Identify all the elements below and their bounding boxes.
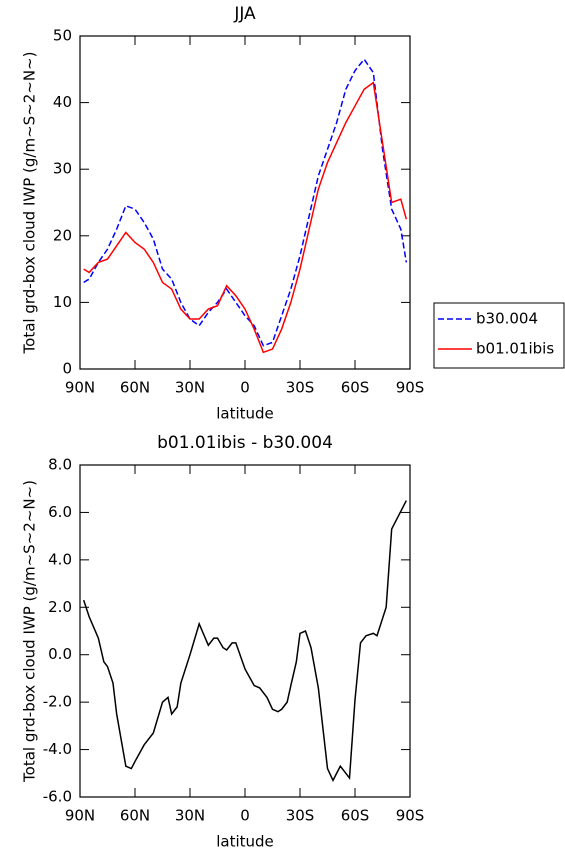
legend-label: b01.01ibis: [476, 340, 554, 358]
x-tick-label: 60S: [341, 807, 370, 825]
x-tick-label: 90N: [65, 379, 95, 397]
x-tick-label: 60S: [341, 379, 370, 397]
y-tick-label: 20: [53, 226, 72, 244]
x-tick-label: 0: [240, 807, 250, 825]
x-tick-label: 60N: [120, 379, 150, 397]
y-axis-label: Total grd-box cloud IWP (g/m~S~2~N~): [21, 52, 39, 355]
x-tick-label: 30S: [286, 379, 315, 397]
x-tick-label: 0: [240, 379, 250, 397]
y-tick-label: 0.0: [48, 645, 72, 663]
series-line: [82, 500, 408, 783]
y-tick-label: 6.0: [48, 503, 72, 521]
x-axis-label: latitude: [216, 405, 274, 423]
y-tick-label: 50: [53, 27, 72, 45]
y-tick-label: 8.0: [48, 456, 72, 474]
legend-box: [433, 302, 565, 369]
y-tick-label: -2.0: [43, 693, 72, 711]
series-line: [83, 58, 408, 347]
x-tick-label: 90S: [396, 379, 425, 397]
y-tick-label: 40: [53, 93, 72, 111]
y-tick-label: 0: [62, 360, 72, 378]
y-tick-label: 10: [53, 293, 72, 311]
y-tick-label: -4.0: [43, 740, 72, 758]
y-tick-label: 4.0: [48, 550, 72, 568]
y-axis-label: Total grd-box cloud IWP (g/m~S~2~N~): [21, 480, 39, 783]
x-tick-label: 60N: [120, 807, 150, 825]
x-axis-label: latitude: [216, 833, 274, 851]
plot-frame: [79, 35, 411, 370]
y-tick-label: -6.0: [43, 788, 72, 806]
plot-frame: [79, 464, 411, 798]
x-tick-label: 30N: [175, 807, 205, 825]
chart-title: JJA: [233, 4, 256, 24]
series-line: [83, 81, 408, 354]
x-tick-label: 30N: [175, 379, 205, 397]
x-tick-label: 90N: [65, 807, 95, 825]
x-tick-label: 30S: [286, 807, 315, 825]
x-tick-label: 90S: [396, 807, 425, 825]
y-tick-label: 30: [53, 160, 72, 178]
y-tick-label: 2.0: [48, 598, 72, 616]
legend-label: b30.004: [476, 310, 538, 328]
chart-title: b01.01ibis - b30.004: [157, 433, 333, 453]
